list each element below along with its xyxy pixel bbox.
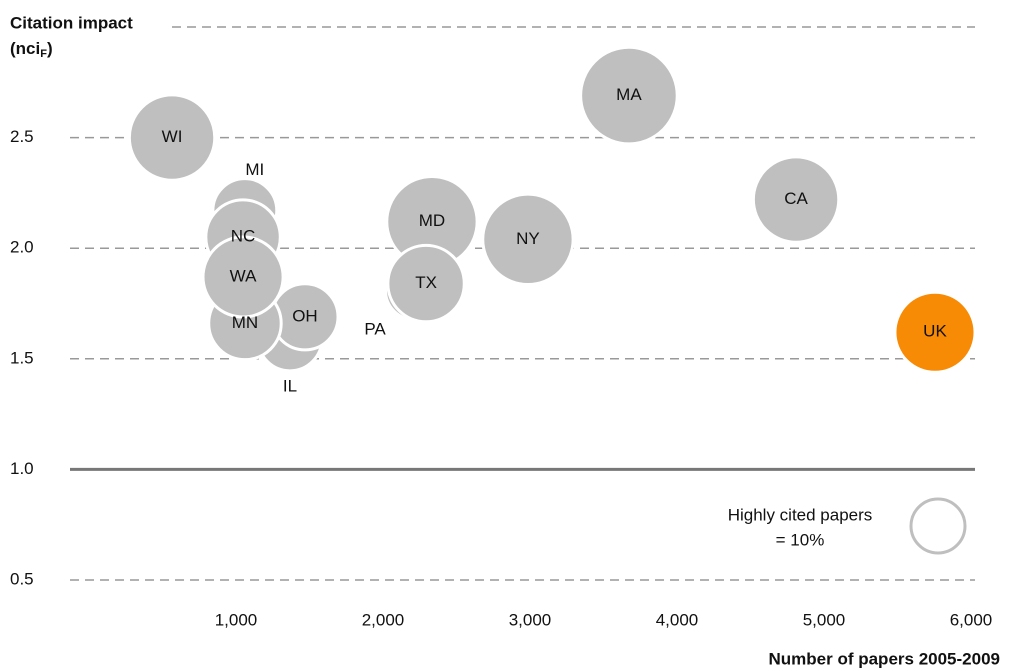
bubble-label: MI (245, 160, 264, 179)
x-tick-label: 3,000 (509, 610, 552, 629)
bubble (127, 93, 217, 182)
bubble-label: MN (232, 313, 258, 332)
bubble (751, 155, 841, 244)
bubble-label: WA (230, 266, 257, 285)
x-tick-label: 5,000 (803, 610, 846, 629)
bubble (579, 45, 679, 146)
y-tick-label: 1.0 (10, 459, 34, 478)
y-tick-label: 2.0 (10, 238, 34, 257)
x-tick-label: 6,000 (950, 610, 993, 629)
bubble-label: WI (162, 127, 183, 146)
y-tick-label: 2.5 (10, 127, 34, 146)
bubble-label: UK (923, 322, 947, 341)
x-tick-label: 4,000 (656, 610, 699, 629)
bubble-label: MD (419, 211, 445, 230)
x-tick-label: 2,000 (362, 610, 405, 629)
x-tick-label: 1,000 (215, 610, 258, 629)
y-tick-label: 1.5 (10, 348, 34, 367)
unit-sub: F (40, 48, 47, 60)
y-tick-label: 0.5 (10, 569, 34, 588)
bubble-label: PA (364, 320, 386, 339)
legend-bubble (909, 497, 967, 555)
bubble-label: IL (283, 376, 297, 395)
bubble-label: CA (784, 189, 808, 208)
bubble-label: OH (292, 306, 318, 325)
x-axis-title: Number of papers 2005-2009 (769, 649, 1001, 668)
legend-text: Highly cited papers (728, 505, 873, 524)
legend-text: = 10% (776, 530, 825, 549)
bubble-label: NC (231, 227, 256, 246)
unit-close: ) (47, 39, 53, 58)
y-axis-unit: (nciF) (10, 39, 53, 59)
bubble (893, 290, 977, 374)
bubble (201, 235, 285, 319)
unit-open: (nci (10, 39, 40, 58)
bubble-label: MA (616, 85, 642, 104)
y-axis-title: Citation impact (10, 13, 133, 32)
bubble-label: TX (415, 273, 437, 292)
bubble (386, 243, 466, 324)
bubble (481, 192, 575, 287)
bubble-label: NY (516, 229, 540, 248)
